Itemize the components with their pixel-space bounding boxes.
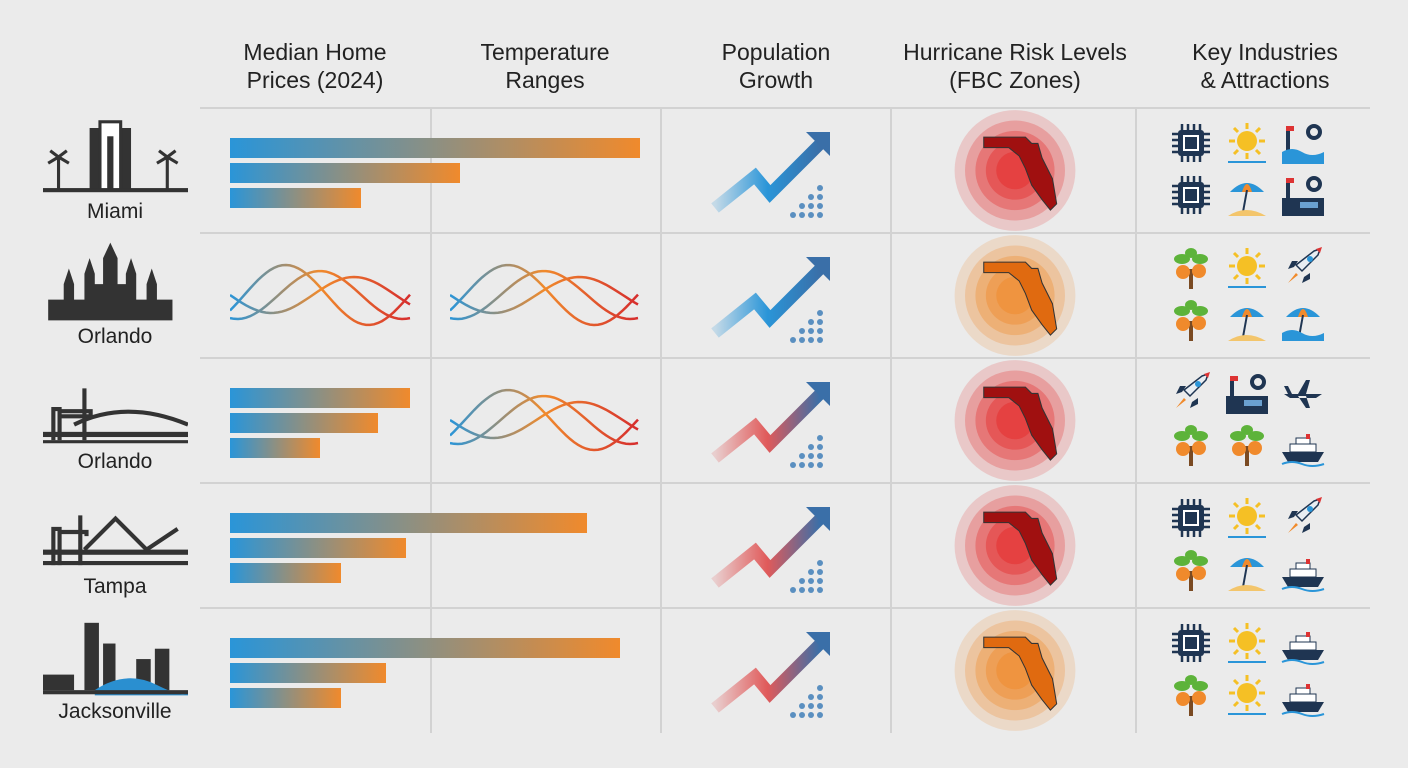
population-growth-arrow-icon <box>711 507 830 593</box>
row-divider <box>200 357 1370 359</box>
rocket-icon <box>1288 497 1322 533</box>
home-price-bar <box>230 138 640 158</box>
factory-icon <box>1282 176 1324 216</box>
industry-icons <box>1168 620 1336 724</box>
port-bridge-skyline-icon <box>42 388 188 444</box>
header-population-growth: Population Growth <box>721 39 831 93</box>
cruise-ship-icon <box>1281 434 1325 467</box>
hurricane-risk-map <box>954 485 1076 606</box>
hurricane-risk-map <box>954 610 1076 731</box>
header-temperature-ranges: Temperature Ranges <box>480 39 610 93</box>
industry-icons <box>1168 120 1336 224</box>
city-row: Tampa <box>0 483 1408 608</box>
column-divider <box>430 108 432 733</box>
home-price-bar <box>230 438 321 458</box>
hurricane-risk-map <box>954 110 1076 231</box>
bridge-skyline-icon <box>42 515 188 566</box>
population-growth-arrow-icon <box>711 632 830 718</box>
sun-icon <box>1228 123 1266 163</box>
home-price-bar <box>230 513 587 533</box>
industry-icons <box>1168 495 1336 599</box>
sun-icon <box>1228 498 1266 538</box>
home-price-bar <box>230 688 341 708</box>
sun-icon <box>1228 248 1266 288</box>
city-name: Tampa <box>83 575 147 598</box>
city-name: Orlando <box>77 450 153 473</box>
city-name: Jacksonville <box>58 700 172 723</box>
airplane-icon <box>1284 380 1322 408</box>
orange-tree-icon <box>1174 300 1208 341</box>
cruise-ship-icon <box>1281 559 1325 592</box>
hurricane-risk-map <box>954 235 1076 356</box>
orange-tree-icon <box>1174 248 1208 289</box>
temperature-wave-chart <box>230 263 411 327</box>
city-name: Miami <box>87 200 143 223</box>
sun-icon <box>1228 623 1266 663</box>
hurricane-risk-map <box>954 360 1076 481</box>
industry-icons <box>1168 245 1336 349</box>
home-price-bar <box>230 563 341 583</box>
population-growth-arrow-icon <box>711 132 830 218</box>
city-row: Miami <box>0 108 1408 233</box>
city-row: Orlando <box>0 358 1408 483</box>
oil-rig-icon <box>1282 124 1324 164</box>
population-growth-arrow-icon <box>711 382 830 468</box>
home-price-bar <box>230 663 386 683</box>
city-row: Jacksonville <box>0 608 1408 733</box>
city-cell: Tampa <box>30 491 200 599</box>
column-divider <box>890 108 892 733</box>
beach-umbrella-water-icon <box>1282 308 1324 341</box>
beach-umbrella-icon <box>1228 308 1266 341</box>
home-price-bar <box>230 188 362 208</box>
home-price-bar <box>230 163 460 183</box>
miami-skyline-icon <box>42 120 188 193</box>
row-divider <box>200 482 1370 484</box>
city-cell: Miami <box>30 116 200 224</box>
header-key-industries: Key Industries & Attractions <box>1192 39 1338 93</box>
city-name: Orlando <box>77 325 153 348</box>
chip-icon <box>1172 499 1210 537</box>
row-divider <box>200 107 1370 109</box>
jacksonville-skyline-icon <box>42 622 188 696</box>
castle-skyline-icon <box>47 242 172 321</box>
city-row: Orlando <box>0 233 1408 358</box>
rocket-icon <box>1176 372 1210 408</box>
temperature-wave-chart <box>450 263 639 327</box>
row-divider <box>200 607 1370 609</box>
orange-tree-icon <box>1230 425 1264 466</box>
header-hurricane-risk: Hurricane Risk Levels (FBC Zones) <box>903 39 1127 93</box>
sun-icon <box>1228 675 1266 715</box>
home-price-bar <box>230 413 378 433</box>
home-price-bar <box>230 388 411 408</box>
city-cell: Orlando <box>30 366 200 474</box>
chip-icon <box>1172 624 1210 662</box>
beach-umbrella-icon <box>1228 558 1266 591</box>
beach-umbrella-icon <box>1228 183 1266 216</box>
orange-tree-icon <box>1174 425 1208 466</box>
city-cell: Jacksonville <box>30 616 200 724</box>
chip-icon <box>1172 124 1210 162</box>
population-growth-arrow-icon <box>711 257 830 343</box>
city-cell: Orlando <box>30 241 200 349</box>
home-price-bar <box>230 638 620 658</box>
factory-icon <box>1226 374 1268 414</box>
header-median-home-prices: Median Home Prices (2024) <box>243 39 387 93</box>
row-divider <box>200 232 1370 234</box>
orange-tree-icon <box>1174 675 1208 716</box>
temperature-wave-chart <box>450 388 639 452</box>
cruise-ship-icon <box>1281 632 1325 665</box>
column-divider <box>660 108 662 733</box>
chip-icon <box>1172 176 1210 214</box>
column-divider <box>1135 108 1137 733</box>
orange-tree-icon <box>1174 550 1208 591</box>
rocket-icon <box>1288 247 1322 283</box>
industry-icons <box>1168 370 1336 474</box>
cruise-ship-icon <box>1281 684 1325 717</box>
home-price-bar <box>230 538 407 558</box>
